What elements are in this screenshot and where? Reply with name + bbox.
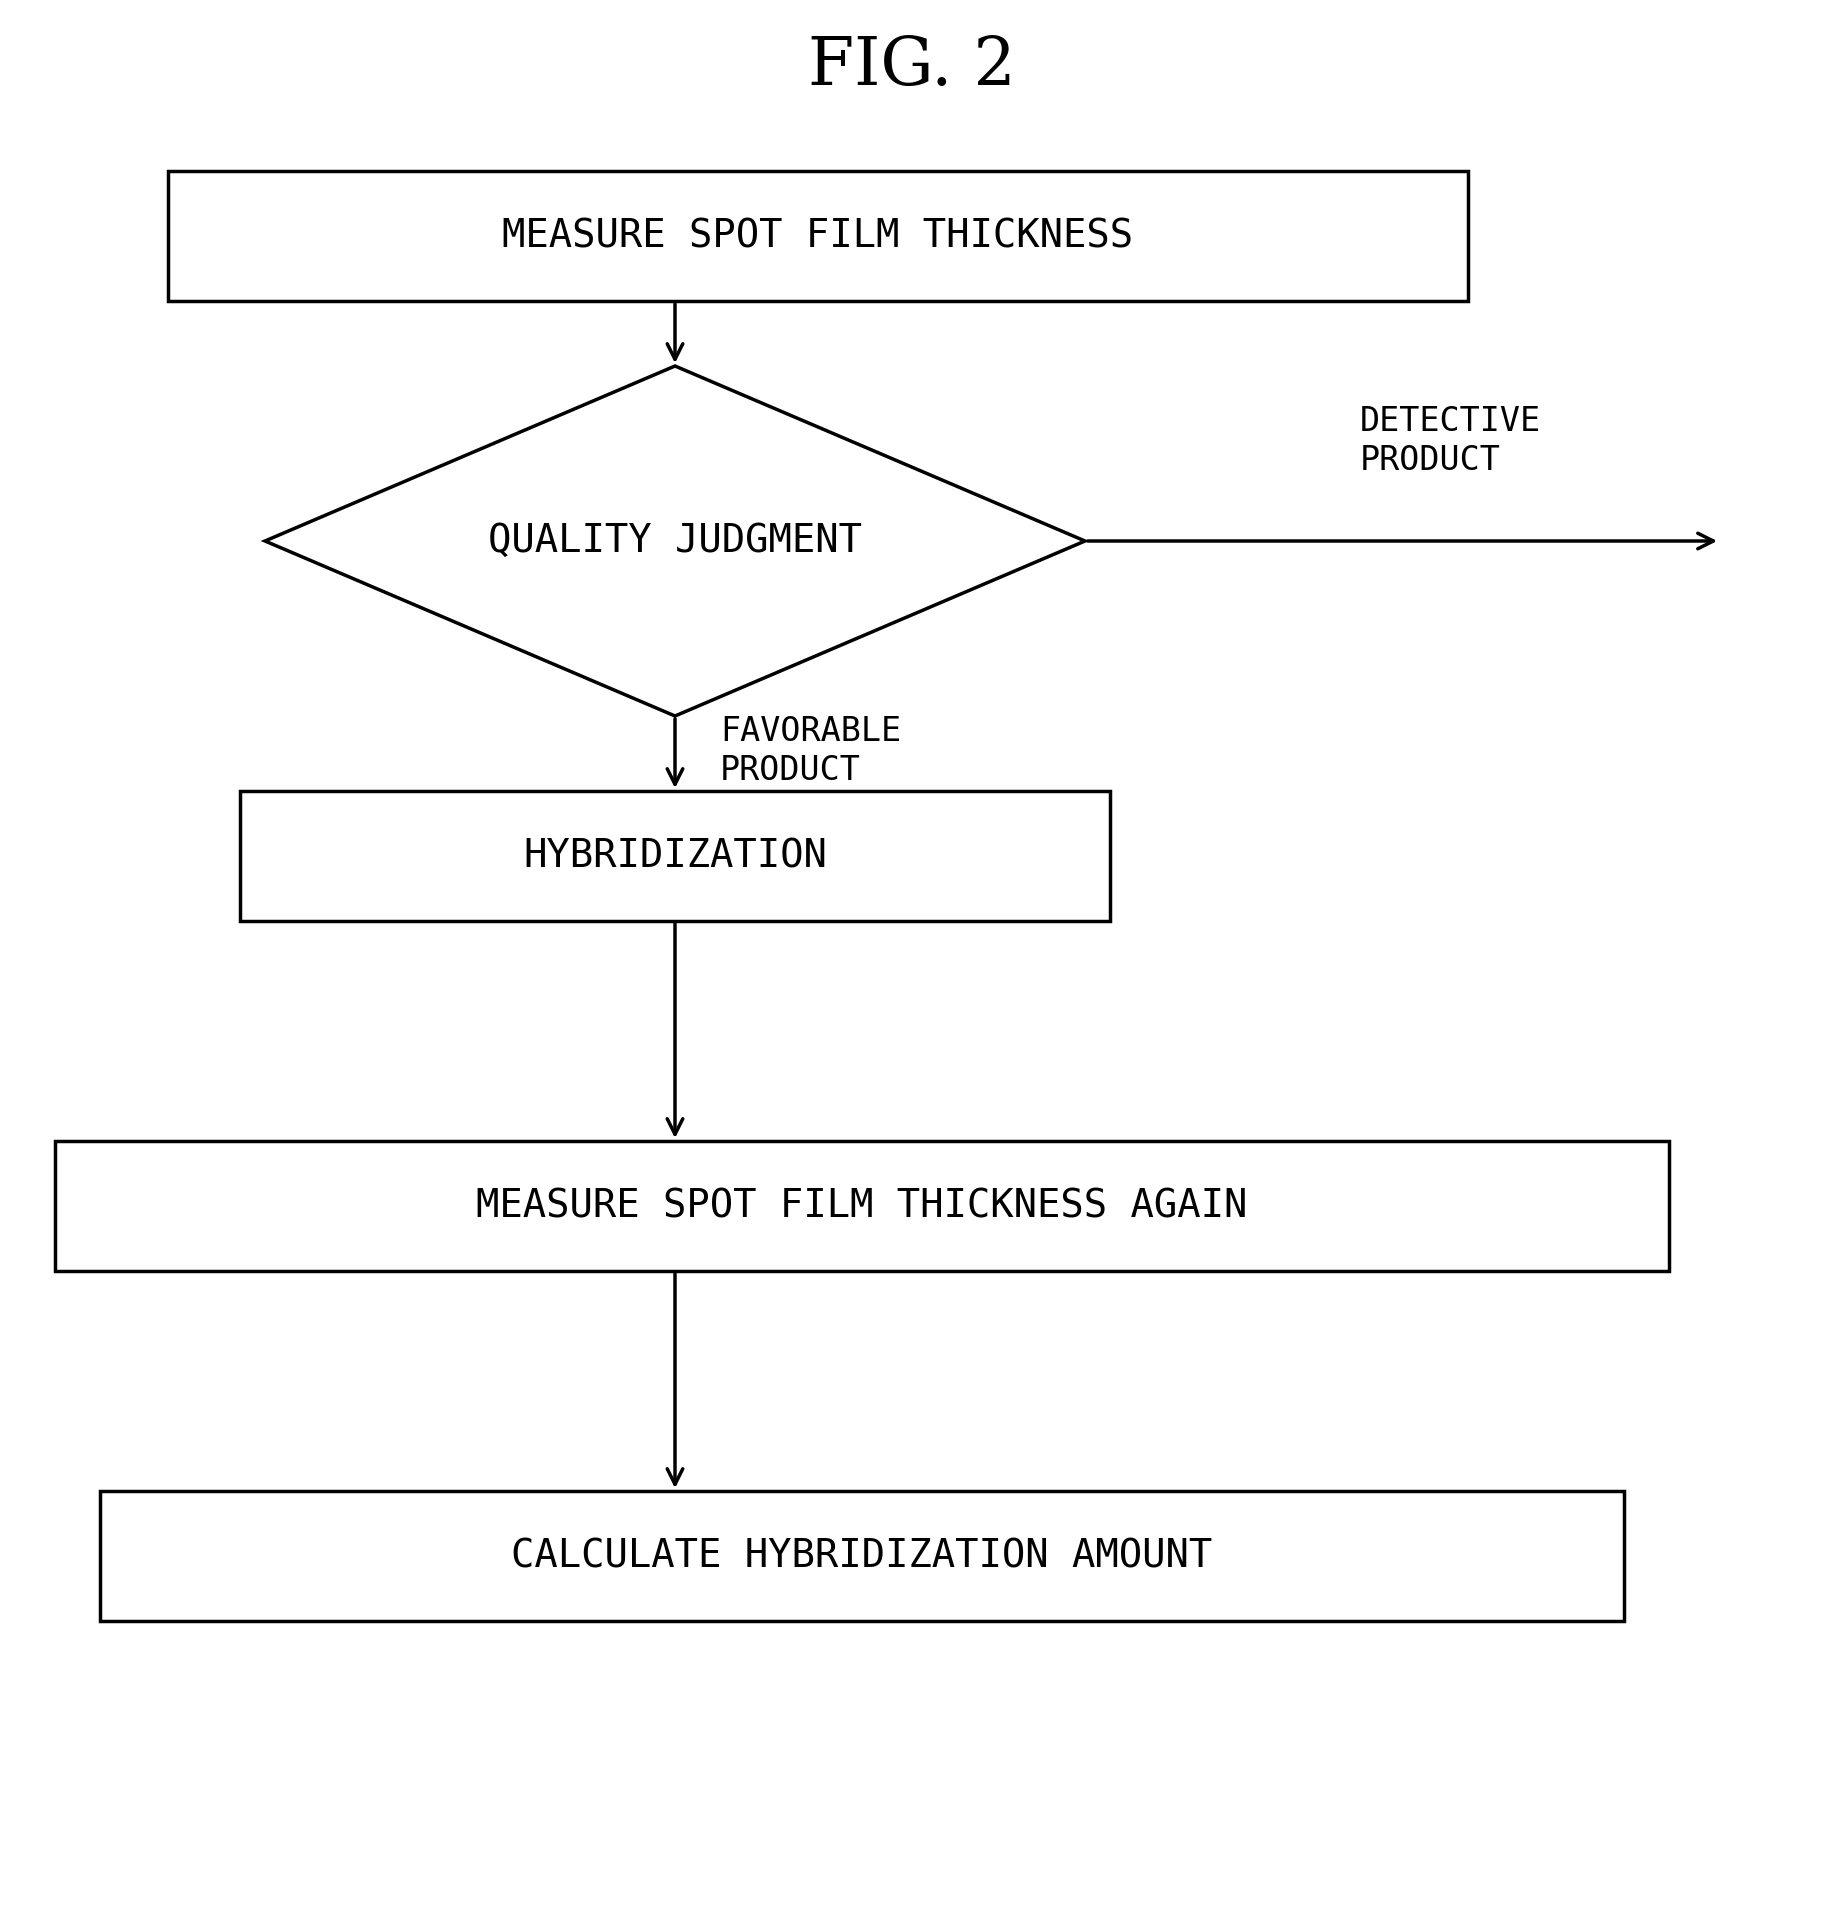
Bar (100, 1491, 1622, 1621)
Polygon shape (264, 367, 1085, 717)
Text: MEASURE SPOT FILM THICKNESS: MEASURE SPOT FILM THICKNESS (501, 218, 1132, 254)
Text: MEASURE SPOT FILM THICKNESS AGAIN: MEASURE SPOT FILM THICKNESS AGAIN (476, 1187, 1247, 1225)
Bar (55, 1141, 1668, 1271)
Text: DETECTIVE
PRODUCT: DETECTIVE PRODUCT (1360, 405, 1540, 476)
Bar (168, 170, 1468, 302)
Text: QUALITY JUDGMENT: QUALITY JUDGMENT (489, 522, 862, 560)
Bar (241, 791, 1110, 921)
Text: FIG. 2: FIG. 2 (808, 32, 1015, 99)
Text: HYBRIDIZATION: HYBRIDIZATION (523, 837, 826, 875)
Text: FAVORABLE
PRODUCT: FAVORABLE PRODUCT (720, 715, 901, 787)
Text: CALCULATE HYBRIDIZATION AMOUNT: CALCULATE HYBRIDIZATION AMOUNT (510, 1536, 1212, 1575)
